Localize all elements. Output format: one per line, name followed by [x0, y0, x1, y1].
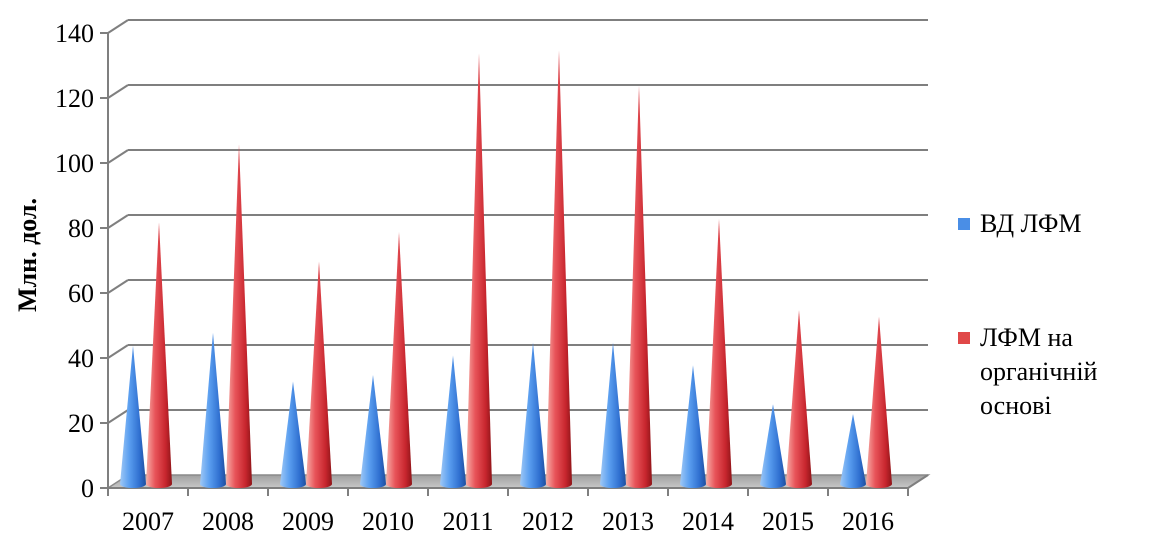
y-tick-label: 20 [68, 409, 94, 438]
cone-body [120, 345, 146, 488]
cone-body [546, 50, 572, 488]
cone-body [200, 332, 226, 488]
cone-body [866, 316, 892, 488]
gridline-side [107, 279, 129, 294]
y-tick-label: 140 [55, 19, 94, 48]
cone-body [360, 375, 386, 488]
x-tick-label: 2016 [842, 507, 894, 536]
x-tick-label: 2012 [522, 507, 574, 536]
x-tick-label: 2011 [442, 507, 493, 536]
cone-mark [786, 310, 812, 488]
cone-mark [200, 332, 226, 488]
legend-label: ЛФМ на [980, 323, 1073, 352]
grid-layer [107, 19, 928, 424]
x-tick-label: 2010 [362, 507, 414, 536]
cone-mark [466, 53, 492, 488]
gridline-side [107, 149, 129, 164]
legend-label: ВД ЛФМ [980, 209, 1082, 238]
cones [120, 50, 892, 488]
gridline-side [107, 409, 129, 424]
cone-mark [280, 381, 306, 488]
axes [100, 32, 929, 496]
cone-body [600, 342, 626, 488]
axis-labels: Млн. дол. 0 20 40 60 80 100 120 140 2007 2008 2009… [13, 19, 894, 536]
cone-mark [386, 232, 412, 488]
cone-mark [706, 219, 732, 488]
cone-body [680, 365, 706, 488]
cone-body [306, 261, 332, 488]
x-tick-label: 2008 [202, 507, 254, 536]
y-tick-label: 40 [68, 344, 94, 373]
cone-body [706, 219, 732, 488]
y-axis-label: Млн. дол. [13, 198, 42, 312]
cone-mark [306, 261, 332, 488]
cone-body [626, 85, 652, 488]
cone-mark [866, 316, 892, 488]
legend-label: основі [980, 391, 1052, 420]
y-tick-label: 120 [55, 84, 94, 113]
cone-body [786, 310, 812, 488]
y-tick-label: 80 [68, 214, 94, 243]
cone-mark [680, 365, 706, 488]
cone-mark [840, 414, 866, 488]
gridline-side [107, 214, 129, 229]
y-tick-label: 60 [68, 279, 94, 308]
cone-mark [120, 345, 146, 488]
x-tick-label: 2015 [762, 507, 814, 536]
cone-mark [546, 50, 572, 488]
legend-swatch [958, 218, 970, 230]
cone-body [520, 342, 546, 488]
x-tick-label: 2014 [682, 507, 734, 536]
cone-body [386, 232, 412, 488]
x-axis-edge [907, 474, 929, 489]
cone-mark [600, 342, 626, 488]
cone-mark [520, 342, 546, 488]
x-tick-label: 2013 [602, 507, 654, 536]
x-tick-label: 2007 [122, 507, 174, 536]
x-tick-label: 2009 [282, 507, 334, 536]
gridline-side [107, 19, 129, 34]
cone-body [466, 53, 492, 488]
cone-body [280, 381, 306, 488]
cone-body [146, 222, 172, 488]
y-tick-label: 0 [81, 474, 94, 503]
gridline-side [107, 84, 129, 99]
legend: ВД ЛФМ ЛФМ на органічній основі [958, 209, 1098, 420]
y-tick-label: 100 [55, 149, 94, 178]
gridline-side [107, 344, 129, 359]
cone-mark [440, 355, 466, 488]
cone-body [840, 414, 866, 488]
legend-swatch [958, 332, 970, 344]
cone-mark [626, 85, 652, 488]
legend-label: органічній [980, 357, 1098, 386]
cone-mark [360, 375, 386, 488]
cone-body [440, 355, 466, 488]
cone-body [760, 404, 786, 488]
cone-body [226, 144, 252, 488]
cone-mark [226, 144, 252, 488]
cone-mark [146, 222, 172, 488]
cone-mark [760, 404, 786, 488]
